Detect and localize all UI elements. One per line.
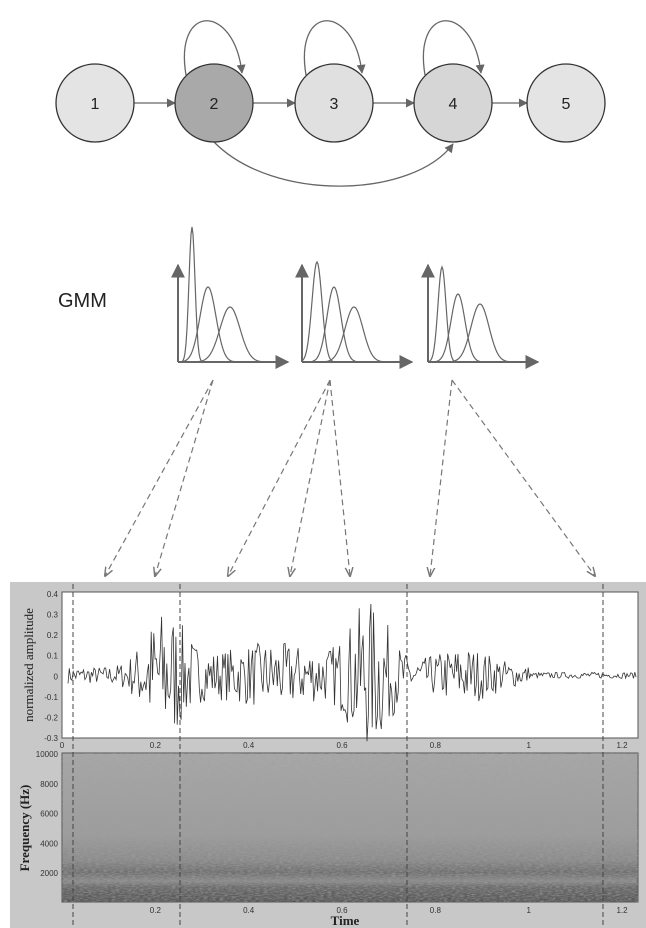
dashed-arrow — [105, 380, 213, 576]
gaussian-curve — [178, 227, 273, 362]
spectrogram-x-label: Time — [331, 913, 360, 928]
x-tick-label: 0.4 — [243, 906, 255, 915]
gmm-label: GMM — [58, 290, 107, 312]
gaussian-curve — [428, 304, 523, 362]
gaussian-curve — [178, 287, 273, 362]
x-tick-label: 1.2 — [616, 741, 628, 750]
y-tick-label: 0.3 — [47, 611, 59, 620]
y-tick-label: -0.2 — [44, 713, 58, 722]
gmm-plots: GMM — [58, 227, 538, 362]
y-tick-label: 4000 — [40, 839, 58, 848]
y-tick-label: 2000 — [40, 869, 58, 878]
x-tick-label: 1 — [526, 906, 531, 915]
x-tick-label: 0.8 — [430, 906, 442, 915]
x-tick-label: 0.2 — [150, 906, 162, 915]
state-label: 4 — [449, 96, 458, 113]
dashed-arrows — [105, 380, 595, 576]
gaussian-curve — [178, 307, 273, 362]
x-tick-label: 0.8 — [430, 741, 442, 750]
state-label: 3 — [330, 96, 339, 113]
y-tick-label: 0.1 — [47, 652, 59, 661]
y-tick-label: 8000 — [40, 780, 58, 789]
y-tick-label: -0.3 — [44, 734, 58, 743]
y-tick-label: 0.4 — [47, 590, 59, 599]
skip-arrow — [214, 142, 453, 186]
x-tick-label: 1 — [526, 741, 531, 750]
state-label: 1 — [91, 96, 100, 113]
state-label: 5 — [562, 96, 571, 113]
x-tick-label: 0.2 — [150, 741, 162, 750]
y-tick-label: 6000 — [40, 810, 58, 819]
diagram: 1 2 3 4 5 GMM normalized amplitude 0.4 0.3 0.2 0… — [0, 0, 646, 928]
dashed-arrow — [452, 380, 595, 576]
y-tick-label: 0 — [54, 672, 59, 681]
y-tick-label: 0.2 — [47, 631, 59, 640]
y-tick-label: -0.1 — [44, 693, 58, 702]
spectrogram-y-label: Frequency (Hz) — [17, 785, 32, 872]
waveform-y-label: normalized amplitude — [21, 608, 36, 722]
gaussian-curve — [428, 294, 523, 362]
gaussian-curve — [428, 267, 523, 362]
x-tick-label: 0.6 — [336, 741, 348, 750]
signal-panel: normalized amplitude 0.4 0.3 0.2 0.1 0 -0.1 -0.… — [10, 582, 646, 928]
state-label: 2 — [210, 96, 219, 113]
gaussian-curve — [302, 307, 397, 362]
dashed-arrow — [290, 380, 330, 576]
dashed-arrow — [155, 380, 213, 576]
dashed-arrow — [330, 380, 350, 576]
dashed-arrow — [430, 380, 452, 576]
gaussian-curve — [302, 287, 397, 362]
x-tick-label: 1.2 — [616, 906, 628, 915]
dashed-arrow — [228, 380, 330, 576]
spectrogram-texture — [62, 753, 638, 902]
hmm-graph: 1 2 3 4 5 — [56, 21, 605, 186]
x-tick-label: 0.4 — [243, 741, 255, 750]
y-tick-label: 10000 — [36, 750, 59, 759]
x-tick-label: 0 — [60, 741, 65, 750]
